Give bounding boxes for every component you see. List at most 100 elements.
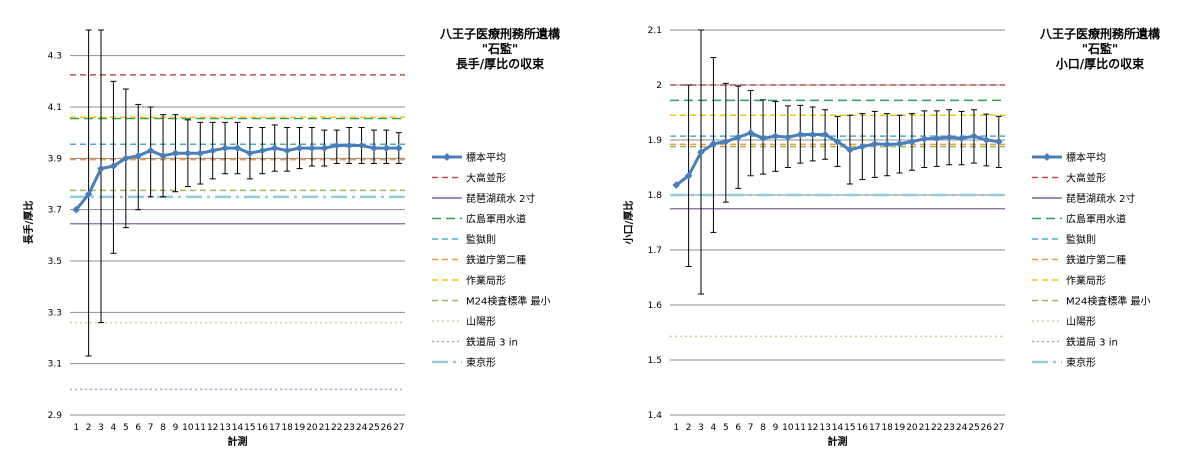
data-point [159,151,167,160]
y-tick-label: 4.3 [48,52,62,62]
x-tick-label: 13 [819,423,830,433]
x-axis-title: 計測 [228,435,248,448]
data-point [122,154,130,163]
chart-panel-header-ratio: 1.4 1.5 1.6 1.7 1.8 1.9 2 2.1 1 2 3 4 5 6 7 8 9 10 11 12 13 1… [600,0,1200,467]
data-point [994,137,1003,146]
x-tick-label: 14 [232,423,244,433]
data-point [370,144,378,152]
data-point [684,171,693,180]
x-tick-label: 10 [782,423,794,433]
y-axis-title: 長手/厚比 [22,201,35,245]
y-tick-label: 3.3 [48,308,62,318]
x-tick-label: 18 [881,423,893,433]
x-tick-label: 15 [244,423,255,433]
x-tick-label: 6 [735,423,741,433]
chart-title-line: 長手/厚比の収束 [456,56,545,71]
x-tick-label: 11 [195,423,206,433]
x-tick-label: 27 [993,423,1004,433]
x-tick-label: 24 [356,423,368,433]
x-tick-label: 24 [956,423,968,433]
data-point [134,151,143,160]
data-point [320,144,329,152]
x-tick-label: 8 [760,423,766,433]
x-tick-label: 19 [294,423,306,433]
x-tick-label: 4 [711,423,717,433]
data-point [821,130,829,139]
data-point [283,146,291,155]
data-point [846,146,854,154]
data-point [270,144,279,152]
chart-title-line: "石監" [482,41,519,56]
legend-label: M24検査標準 最小 [466,295,551,308]
data-point [945,133,953,142]
data-point [308,144,316,152]
data-point [84,190,93,199]
data-point [870,140,879,148]
legend-label: 広島軍用水道 [1066,213,1126,226]
x-tick-label: 19 [894,423,906,433]
data-point [233,144,242,152]
legend-label: 大高並形 [466,172,506,185]
y-tick-label: 3.9 [48,154,63,164]
legend-label: 監獄則 [466,233,496,246]
x-tick-label: 1 [673,423,679,433]
x-tick-label: 12 [807,423,818,433]
x-tick-label: 20 [306,423,318,433]
data-point [345,141,353,150]
y-tick-label: 2.9 [48,411,63,421]
legend-label: 作業局形 [1066,274,1106,287]
data-point [208,146,217,155]
x-tick-label: 15 [844,423,855,433]
x-tick-label: 10 [182,423,194,433]
data-point [196,149,205,157]
x-tick-label: 21 [319,423,330,433]
legend-label: 鉄道局 3 in [1066,336,1118,349]
x-tick-label: 1 [73,423,79,433]
data-point [332,141,341,150]
x-tick-label: 5 [723,423,729,433]
data-point [908,137,916,146]
legend-label: M24検査標準 最小 [1066,295,1151,308]
data-point [394,144,403,152]
x-tick-label: 20 [906,423,918,433]
x-axis-title: 計測 [828,435,848,448]
legend-label: 琵琶湖疏水 2寸 [1066,192,1136,205]
x-tick-label: 3 [698,423,704,433]
chart-panel-length-ratio: 2.9 3.1 3.3 3.5 3.7 3.9 4.1 4.3 1 2 3 4 5 6 7 8 9 10 11 12 1… [0,0,600,467]
chart-title-line: 八王子医療刑務所遺構 [439,26,560,41]
x-tick-label: 21 [919,423,930,433]
data-point [932,134,941,143]
y-tick-label: 1.5 [648,356,662,366]
legend-marker [443,153,451,161]
data-point [759,134,767,143]
chart-length-thickness-convergence: 2.93.13.33.53.73.94.14.31 2 3 4 5 6 7 8 9 10 11 12 1… [22,26,560,448]
data-point [771,132,780,140]
data-point [709,140,718,148]
data-point [697,148,705,156]
x-tick-label: 2 [86,423,92,433]
x-tick-label: 17 [869,423,880,433]
legend-label: 作業局形 [466,274,506,287]
x-tick-label: 2 [686,423,692,433]
y-tick-label: 2 [656,81,662,91]
y-tick-label: 2.1 [648,26,662,36]
data-point [957,134,966,143]
data-point [722,137,730,146]
legend-label: 東京形 [1066,356,1096,369]
x-tick-label: 14 [832,423,844,433]
x-tick-label: 11 [795,423,806,433]
x-tick-label: 18 [281,423,293,433]
legend-label: 鉄道庁第二種 [1066,254,1126,267]
x-tick-label: 26 [981,423,993,433]
x-tick-label: 5 [123,423,129,433]
data-point [982,136,991,144]
y-tick-label: 1.8 [648,191,663,201]
legend-label: 標本平均 [466,151,506,164]
chart-title-line: "石監" [1082,41,1119,56]
x-tick-label: 9 [773,423,779,433]
data-point [808,130,817,139]
y-tick-label: 1.9 [648,136,663,146]
data-point [746,129,755,137]
y-tick-label: 4.1 [48,103,62,113]
legend-label: 大高並形 [1066,172,1106,185]
